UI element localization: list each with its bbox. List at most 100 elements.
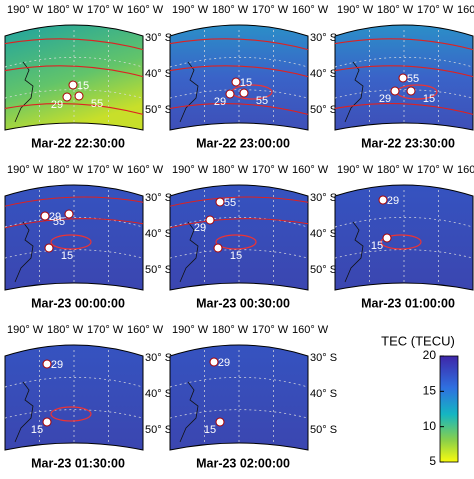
graticule xyxy=(169,216,309,228)
station-marker xyxy=(213,243,223,253)
lon-label: 170° W xyxy=(87,324,124,336)
map-panel: 15 29 55 xyxy=(4,24,144,131)
colorbar xyxy=(439,355,459,463)
lon-label: 170° W xyxy=(417,164,454,176)
contour xyxy=(169,218,309,229)
station-marker xyxy=(390,86,400,96)
contour xyxy=(215,234,257,250)
lat-label: 40° S xyxy=(145,68,172,80)
graticule xyxy=(169,56,309,68)
lon-label: 180° W xyxy=(377,164,414,176)
lon-label: 160° W xyxy=(292,4,329,16)
map-panel: 55 29 15 xyxy=(169,184,309,291)
colorbar-tick-label: 10 xyxy=(423,419,437,433)
graticule xyxy=(4,409,144,419)
coastline xyxy=(14,61,34,123)
contour xyxy=(50,406,92,422)
station-label: 15 xyxy=(77,80,89,92)
timestamp: Mar-23 00:30:00 xyxy=(196,296,290,310)
lon-label: 190° W xyxy=(337,4,374,16)
coastline xyxy=(179,221,199,283)
lon-label: 190° W xyxy=(172,4,209,16)
lon-label: 180° W xyxy=(212,324,249,336)
station-marker xyxy=(40,211,50,221)
lon-label: 160° W xyxy=(457,164,474,176)
coastline xyxy=(344,61,364,123)
timestamp: Mar-23 01:00:00 xyxy=(361,296,455,310)
lon-label: 170° W xyxy=(252,4,289,16)
colorbar-tick-label: 15 xyxy=(423,384,437,398)
station-marker xyxy=(406,86,416,96)
lon-label: 180° W xyxy=(377,4,414,16)
map-panel: 29 15 xyxy=(334,184,474,291)
station-marker xyxy=(68,80,78,90)
station-label: 29 xyxy=(387,195,399,207)
contour xyxy=(169,196,309,207)
station-marker xyxy=(205,215,215,225)
station-marker xyxy=(42,359,52,369)
contour xyxy=(334,38,474,51)
station-marker xyxy=(44,243,54,253)
graticule xyxy=(169,376,309,388)
lon-label: 160° W xyxy=(127,324,164,336)
lon-label: 190° W xyxy=(172,324,209,336)
lat-label: 30° S xyxy=(145,352,172,364)
graticule xyxy=(169,409,309,419)
lat-label: 40° S xyxy=(145,388,172,400)
station-label: 29 xyxy=(49,211,61,223)
lon-label: 160° W xyxy=(457,4,474,16)
map-panel: 29 15 xyxy=(4,344,144,451)
station-marker xyxy=(231,77,241,87)
graticule xyxy=(334,89,474,99)
lon-label: 170° W xyxy=(252,324,289,336)
station-marker xyxy=(239,88,249,98)
contour xyxy=(169,38,309,51)
station-marker xyxy=(225,89,235,99)
lon-label: 180° W xyxy=(212,164,249,176)
colorbar-tick-label: 20 xyxy=(423,348,437,362)
graticule xyxy=(169,89,309,99)
lat-label: 40° S xyxy=(310,68,337,80)
timestamp: Mar-22 23:30:00 xyxy=(361,136,455,150)
station-marker xyxy=(42,417,52,427)
lat-label: 40° S xyxy=(310,388,337,400)
contour xyxy=(4,196,144,207)
station-marker xyxy=(74,91,84,101)
lon-label: 180° W xyxy=(212,4,249,16)
lon-label: 180° W xyxy=(47,164,84,176)
coastline xyxy=(14,381,34,443)
timestamp: Mar-22 22:30:00 xyxy=(31,136,125,150)
station-label: 15 xyxy=(204,424,216,436)
graticule xyxy=(334,249,474,259)
graticule xyxy=(334,56,474,68)
lat-label: 50° S xyxy=(310,104,337,116)
graticule xyxy=(4,89,144,99)
station-label: 29 xyxy=(51,99,63,111)
timestamp: Mar-22 23:00:00 xyxy=(196,136,290,150)
lat-label: 40° S xyxy=(310,228,337,240)
station-label: 15 xyxy=(423,93,435,105)
station-marker xyxy=(209,357,219,367)
station-label: 55 xyxy=(53,216,65,228)
graticule xyxy=(334,216,474,228)
contour xyxy=(334,103,474,115)
lon-label: 190° W xyxy=(337,164,374,176)
colorbar-label: TEC (TECU) xyxy=(381,333,455,348)
station-label: 15 xyxy=(240,77,252,89)
colorbar-tick-label: 5 xyxy=(429,454,436,468)
contour xyxy=(380,234,422,250)
lat-label: 30° S xyxy=(310,192,337,204)
timestamp: Mar-23 02:00:00 xyxy=(196,456,290,470)
map-panel: 29 15 xyxy=(169,344,309,451)
coastline xyxy=(344,221,364,283)
lon-label: 170° W xyxy=(417,4,454,16)
station-marker xyxy=(398,73,408,83)
lon-label: 170° W xyxy=(87,164,124,176)
graticule xyxy=(4,249,144,259)
station-label: 55 xyxy=(91,98,103,110)
lat-label: 50° S xyxy=(310,264,337,276)
station-label: 15 xyxy=(371,240,383,252)
graticule xyxy=(4,56,144,68)
coastline xyxy=(179,61,199,123)
